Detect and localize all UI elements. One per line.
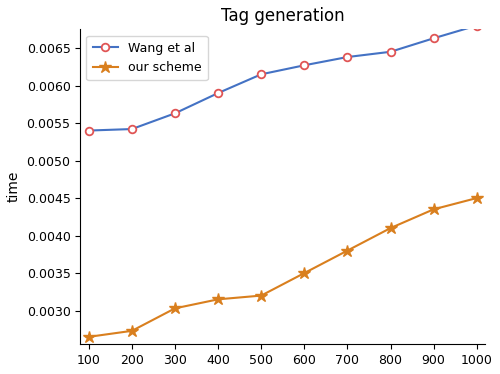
Wang et al bbox=[129, 127, 135, 131]
our scheme bbox=[474, 196, 480, 200]
our scheme bbox=[86, 335, 92, 339]
our scheme bbox=[430, 207, 436, 212]
Wang et al bbox=[215, 91, 221, 95]
Title: Tag generation: Tag generation bbox=[221, 7, 344, 25]
Wang et al bbox=[474, 23, 480, 28]
our scheme bbox=[215, 297, 221, 301]
Wang et al bbox=[388, 49, 394, 54]
Line: our scheme: our scheme bbox=[82, 192, 483, 343]
our scheme bbox=[129, 329, 135, 333]
Wang et al bbox=[258, 72, 264, 77]
Y-axis label: time: time bbox=[7, 171, 21, 202]
Wang et al bbox=[344, 55, 350, 59]
Legend: Wang et al, our scheme: Wang et al, our scheme bbox=[86, 36, 208, 80]
Line: Wang et al: Wang et al bbox=[85, 22, 480, 134]
Wang et al bbox=[172, 111, 178, 116]
our scheme bbox=[344, 248, 350, 253]
our scheme bbox=[388, 226, 394, 230]
Wang et al bbox=[302, 63, 308, 68]
our scheme bbox=[258, 293, 264, 298]
our scheme bbox=[302, 271, 308, 275]
Wang et al bbox=[430, 36, 436, 40]
Wang et al bbox=[86, 128, 92, 133]
our scheme bbox=[172, 306, 178, 310]
